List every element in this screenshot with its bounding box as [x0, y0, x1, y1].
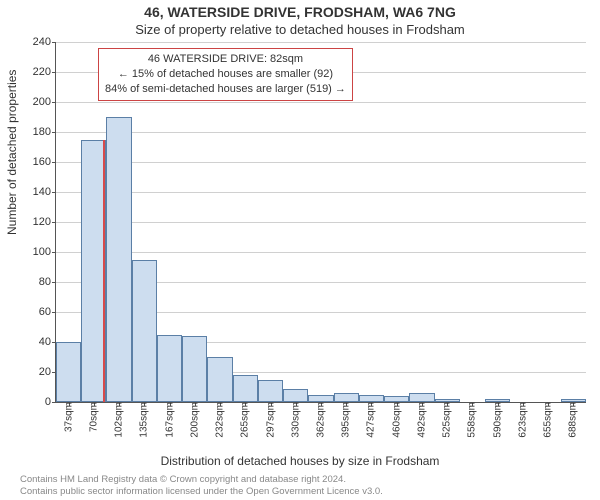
- xtick-label: 623sqm: [517, 402, 528, 438]
- gridline: [56, 252, 586, 253]
- histogram-bar: [359, 395, 384, 403]
- annotation-line-3: 84% of semi-detached houses are larger (…: [105, 82, 346, 97]
- x-axis-label: Distribution of detached houses by size …: [0, 454, 600, 468]
- subject-marker-line: [103, 140, 105, 403]
- xtick-label: 460sqm: [391, 402, 402, 438]
- histogram-bar: [308, 395, 333, 403]
- copyright-footer: Contains HM Land Registry data © Crown c…: [20, 474, 590, 498]
- ytick-label: 80: [39, 276, 56, 288]
- ytick-label: 40: [39, 336, 56, 348]
- ytick-label: 140: [33, 186, 56, 198]
- ytick-label: 0: [45, 396, 56, 408]
- annotation-line-1: 46 WATERSIDE DRIVE: 82sqm: [105, 52, 346, 67]
- xtick-label: 135sqm: [139, 402, 150, 438]
- gridline: [56, 222, 586, 223]
- gridline: [56, 132, 586, 133]
- chart-container: { "header": { "title": "46, WATERSIDE DR…: [0, 0, 600, 500]
- xtick-label: 558sqm: [467, 402, 478, 438]
- gridline: [56, 102, 586, 103]
- xtick-label: 655sqm: [543, 402, 554, 438]
- xtick-label: 200sqm: [189, 402, 200, 438]
- histogram-bar: [258, 380, 283, 403]
- xtick-label: 590sqm: [492, 402, 503, 438]
- chart-subtitle: Size of property relative to detached ho…: [0, 22, 600, 37]
- copyright-line-2: Contains public sector information licen…: [20, 486, 590, 498]
- xtick-label: 688sqm: [568, 402, 579, 438]
- ytick-label: 120: [33, 216, 56, 228]
- xtick-label: 525sqm: [442, 402, 453, 438]
- xtick-label: 362sqm: [316, 402, 327, 438]
- xtick-label: 102sqm: [114, 402, 125, 438]
- xtick-label: 297sqm: [265, 402, 276, 438]
- histogram-bar: [157, 335, 182, 403]
- annotation-line-2: ← 15% of detached houses are smaller (92…: [105, 67, 346, 82]
- chart-title: 46, WATERSIDE DRIVE, FRODSHAM, WA6 7NG: [0, 4, 600, 20]
- gridline: [56, 42, 586, 43]
- plot-area: 02040608010012014016018020022024037sqm70…: [55, 42, 586, 403]
- xtick-label: 330sqm: [290, 402, 301, 438]
- xtick-label: 167sqm: [164, 402, 175, 438]
- ytick-label: 220: [33, 66, 56, 78]
- gridline: [56, 192, 586, 193]
- ytick-label: 180: [33, 126, 56, 138]
- histogram-bar: [233, 375, 258, 402]
- histogram-bar: [106, 117, 131, 402]
- xtick-label: 70sqm: [88, 402, 99, 432]
- xtick-label: 265sqm: [240, 402, 251, 438]
- histogram-bar: [182, 336, 207, 402]
- ytick-label: 200: [33, 96, 56, 108]
- histogram-bar: [409, 393, 434, 402]
- histogram-bar: [132, 260, 157, 403]
- xtick-label: 395sqm: [341, 402, 352, 438]
- ytick-label: 240: [33, 36, 56, 48]
- histogram-bar: [334, 393, 359, 402]
- y-axis-label: Number of detached properties: [5, 70, 19, 235]
- ytick-label: 60: [39, 306, 56, 318]
- xtick-label: 492sqm: [416, 402, 427, 438]
- xtick-label: 427sqm: [366, 402, 377, 438]
- xtick-label: 232sqm: [215, 402, 226, 438]
- xtick-label: 37sqm: [63, 402, 74, 432]
- copyright-line-1: Contains HM Land Registry data © Crown c…: [20, 474, 590, 486]
- histogram-bar: [207, 357, 232, 402]
- histogram-bar: [283, 389, 308, 403]
- histogram-bar: [56, 342, 81, 402]
- ytick-label: 160: [33, 156, 56, 168]
- annotation-box: 46 WATERSIDE DRIVE: 82sqm ← 15% of detac…: [98, 48, 353, 101]
- ytick-label: 20: [39, 366, 56, 378]
- ytick-label: 100: [33, 246, 56, 258]
- gridline: [56, 162, 586, 163]
